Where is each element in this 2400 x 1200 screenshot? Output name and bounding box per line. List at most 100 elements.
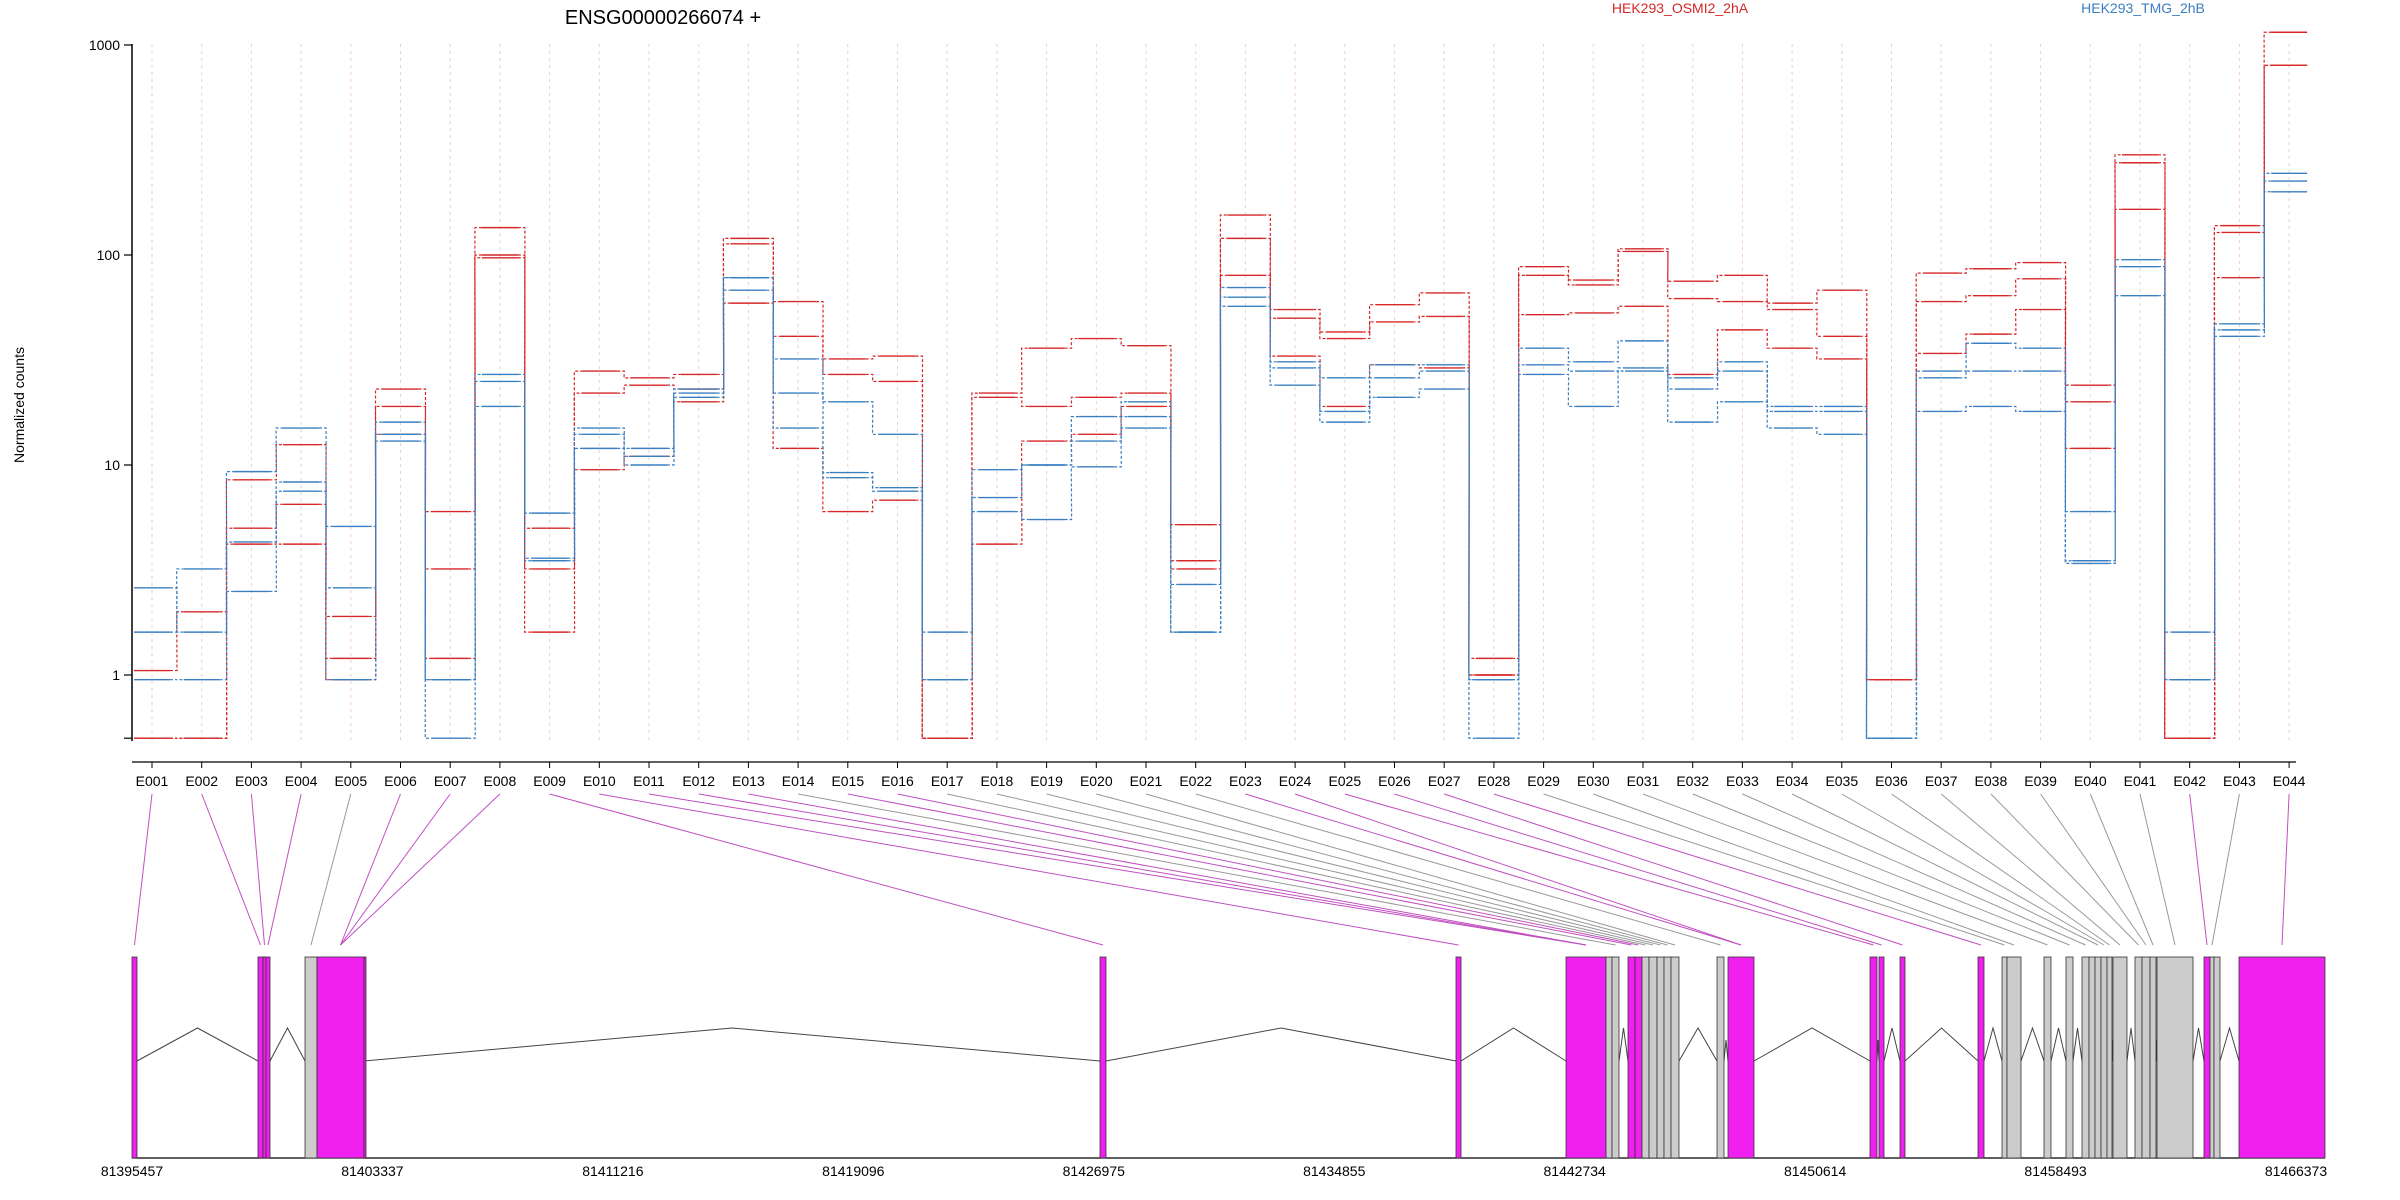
genomic-position-label: 81466373 bbox=[2265, 1163, 2328, 1179]
exon-connector bbox=[2040, 793, 2147, 946]
series-transition bbox=[1561, 347, 1576, 363]
exon-box bbox=[2001, 956, 2008, 1159]
series-transition bbox=[1462, 370, 1476, 681]
series-transition bbox=[2008, 342, 2023, 349]
legend-label-tmg: HEK293_TMG_2hB bbox=[2081, 0, 2205, 16]
genomic-position-label: 81426975 bbox=[1063, 1163, 1126, 1179]
exon-box-significant bbox=[1977, 956, 1985, 1159]
exon-connector bbox=[947, 793, 1646, 946]
exon-box bbox=[2156, 956, 2194, 1159]
exon-label: E001 bbox=[136, 773, 169, 789]
series-transition bbox=[617, 433, 631, 457]
exon-connector bbox=[996, 793, 1654, 946]
series-transition bbox=[468, 373, 482, 681]
series-transition bbox=[2058, 410, 2073, 564]
exon-connector bbox=[1742, 793, 2086, 946]
exon-box bbox=[1611, 956, 1620, 1159]
series-transition bbox=[1710, 370, 1725, 390]
exon-label: E016 bbox=[881, 773, 914, 789]
exon-label: E022 bbox=[1179, 773, 1212, 789]
series-transition bbox=[418, 433, 433, 681]
series-transition bbox=[1412, 315, 1427, 323]
exon-connector bbox=[648, 793, 1587, 946]
y-axis-label: Normalized counts bbox=[11, 347, 27, 463]
series-transition bbox=[1412, 292, 1427, 306]
intron-line bbox=[363, 1027, 1101, 1062]
series-transition bbox=[2207, 323, 2222, 633]
y-axis-ticks: 1 10 100 1000 bbox=[89, 37, 132, 739]
series-transition bbox=[865, 472, 880, 489]
series-transition bbox=[319, 490, 333, 681]
series-transition bbox=[1313, 308, 1327, 333]
series-transition bbox=[1313, 384, 1327, 423]
exon-box-significant bbox=[1727, 956, 1755, 1159]
exon-label: E015 bbox=[831, 773, 864, 789]
series-transition bbox=[865, 499, 880, 513]
exon-connector bbox=[1791, 793, 2099, 946]
exon-tick-labels: E001 E002 E003 E004 E005 E006 E007 E008 E009 E010… bbox=[136, 762, 2306, 789]
intron-line bbox=[1105, 1027, 1457, 1062]
series-transition bbox=[1362, 304, 1377, 333]
exon-box bbox=[2065, 956, 2074, 1159]
intron-line bbox=[2020, 1026, 2045, 1062]
series-transition bbox=[667, 388, 681, 449]
series-transition bbox=[965, 510, 979, 681]
exon-connector bbox=[1195, 793, 1721, 946]
series-transition bbox=[1412, 370, 1427, 379]
series-transition bbox=[1959, 295, 1973, 303]
exon-label: E040 bbox=[2074, 773, 2107, 789]
exon-label: E021 bbox=[1130, 773, 1163, 789]
series-transition bbox=[1561, 373, 1576, 408]
exon-box bbox=[2106, 956, 2113, 1159]
exon-connector bbox=[1940, 793, 2121, 946]
exon-label: E029 bbox=[1527, 773, 1560, 789]
exon-box bbox=[2100, 956, 2108, 1159]
exon-connector bbox=[1990, 793, 2139, 946]
series-transition bbox=[1810, 427, 1824, 435]
exon-label: E014 bbox=[782, 773, 815, 789]
exon-label: E033 bbox=[1726, 773, 1759, 789]
series-transition bbox=[1561, 312, 1576, 316]
exon-connector bbox=[748, 793, 1587, 946]
exon-label: E012 bbox=[682, 773, 715, 789]
exon-connectors bbox=[134, 793, 2290, 946]
exon-box bbox=[304, 956, 318, 1159]
series-transition bbox=[915, 487, 930, 681]
exon-label: E038 bbox=[1975, 773, 2008, 789]
exon-label: E032 bbox=[1676, 773, 1709, 789]
exon-connector bbox=[1046, 793, 1661, 946]
series-transition bbox=[1810, 289, 1824, 304]
exon-connector bbox=[798, 793, 1616, 946]
series-transition bbox=[766, 302, 781, 449]
exon-label: E009 bbox=[533, 773, 566, 789]
series-transition bbox=[667, 396, 681, 466]
exon-label: E006 bbox=[384, 773, 417, 789]
exon-box bbox=[1656, 956, 1665, 1159]
exon-box bbox=[1670, 956, 1680, 1159]
series-transition bbox=[1661, 370, 1675, 423]
exon-connector bbox=[1096, 793, 1668, 946]
series-transition bbox=[1114, 337, 1128, 347]
exon-label: E031 bbox=[1627, 773, 1660, 789]
series-transition bbox=[1114, 427, 1128, 468]
y-tick-label: 1 bbox=[112, 667, 120, 683]
series-transition bbox=[1760, 370, 1775, 412]
series-transition bbox=[617, 447, 631, 466]
series-transition bbox=[865, 355, 880, 360]
exon-box bbox=[2081, 956, 2090, 1159]
series-transition bbox=[1661, 248, 1675, 282]
series-transition bbox=[1760, 401, 1775, 429]
series-transition bbox=[2008, 262, 2023, 270]
exon-label: E044 bbox=[2273, 773, 2306, 789]
series-transition bbox=[567, 392, 582, 570]
series-transition bbox=[1313, 317, 1327, 340]
exon-label: E002 bbox=[185, 773, 218, 789]
exon-label: E043 bbox=[2223, 773, 2256, 789]
series-transition bbox=[1213, 305, 1228, 633]
exon-box bbox=[2141, 956, 2151, 1159]
exon-connector bbox=[310, 793, 352, 946]
exon-box-significant bbox=[1455, 956, 1462, 1159]
series-transition bbox=[468, 405, 482, 739]
exon-label: E039 bbox=[2024, 773, 2057, 789]
genomic-position-label: 81411216 bbox=[582, 1163, 643, 1179]
